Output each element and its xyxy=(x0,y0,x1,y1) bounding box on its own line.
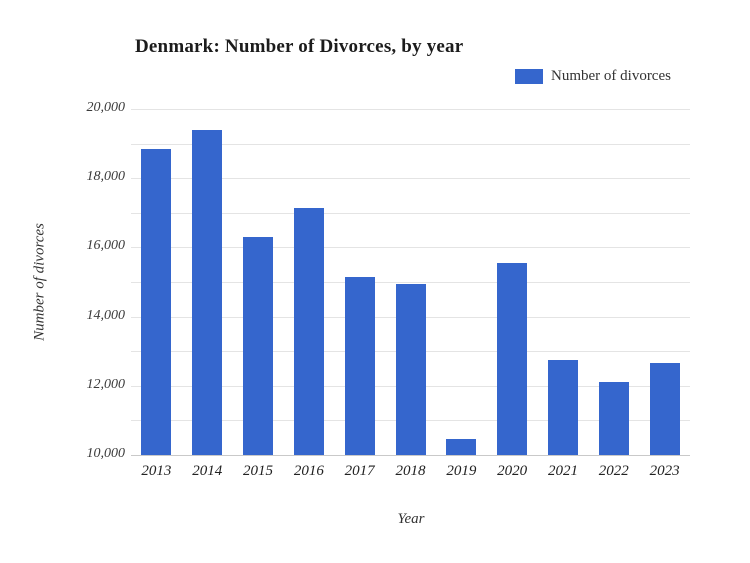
x-axis-title: Year xyxy=(397,511,425,527)
x-tick-label-2021: 2021 xyxy=(547,463,578,479)
y-tick-label: 20,000 xyxy=(86,100,126,115)
gridline xyxy=(131,212,690,214)
x-tick-label-2014: 2014 xyxy=(192,463,223,479)
y-tick-label: 14,000 xyxy=(86,307,126,323)
legend-swatch-icon xyxy=(515,69,543,84)
x-tick-label-2018: 2018 xyxy=(395,463,426,479)
gridline xyxy=(131,143,690,145)
x-axis-baseline xyxy=(131,455,690,456)
bar-2022 xyxy=(598,382,629,455)
y-tick-label: 16,000 xyxy=(86,238,126,254)
legend-label: Number of divorces xyxy=(551,68,671,84)
gridline xyxy=(131,178,690,180)
x-tick-label-2017: 2017 xyxy=(344,463,375,479)
bar-2016 xyxy=(293,207,324,455)
bar-2014 xyxy=(192,129,223,455)
y-tick-label: 10,000 xyxy=(86,446,126,461)
gridline xyxy=(131,247,690,249)
x-tick-label-2013: 2013 xyxy=(141,463,172,479)
bar-2018 xyxy=(395,283,426,455)
x-tick-label-2016: 2016 xyxy=(293,463,324,479)
bar-2013 xyxy=(141,148,172,455)
x-tick-label-2020: 2020 xyxy=(497,463,528,479)
bar-2023 xyxy=(649,363,680,455)
bar-2019 xyxy=(446,439,477,455)
x-tick-label-2019: 2019 xyxy=(446,463,477,479)
gridline xyxy=(131,109,690,110)
bar-2015 xyxy=(243,237,274,455)
x-tick-label-2015: 2015 xyxy=(243,463,274,479)
y-tick-label: 12,000 xyxy=(86,376,126,392)
x-tick-label-2022: 2022 xyxy=(598,463,629,479)
bar-2020 xyxy=(497,262,528,455)
gridline xyxy=(131,282,690,283)
y-tick-label: 18,000 xyxy=(86,169,126,185)
plot-area xyxy=(131,109,690,456)
x-tick-label-2023: 2023 xyxy=(649,463,680,479)
legend: Number of divorces xyxy=(515,68,671,85)
bar-2017 xyxy=(344,276,375,455)
chart-title: Denmark: Number of Divorces, by year xyxy=(135,36,464,57)
bar-2021 xyxy=(547,359,578,455)
